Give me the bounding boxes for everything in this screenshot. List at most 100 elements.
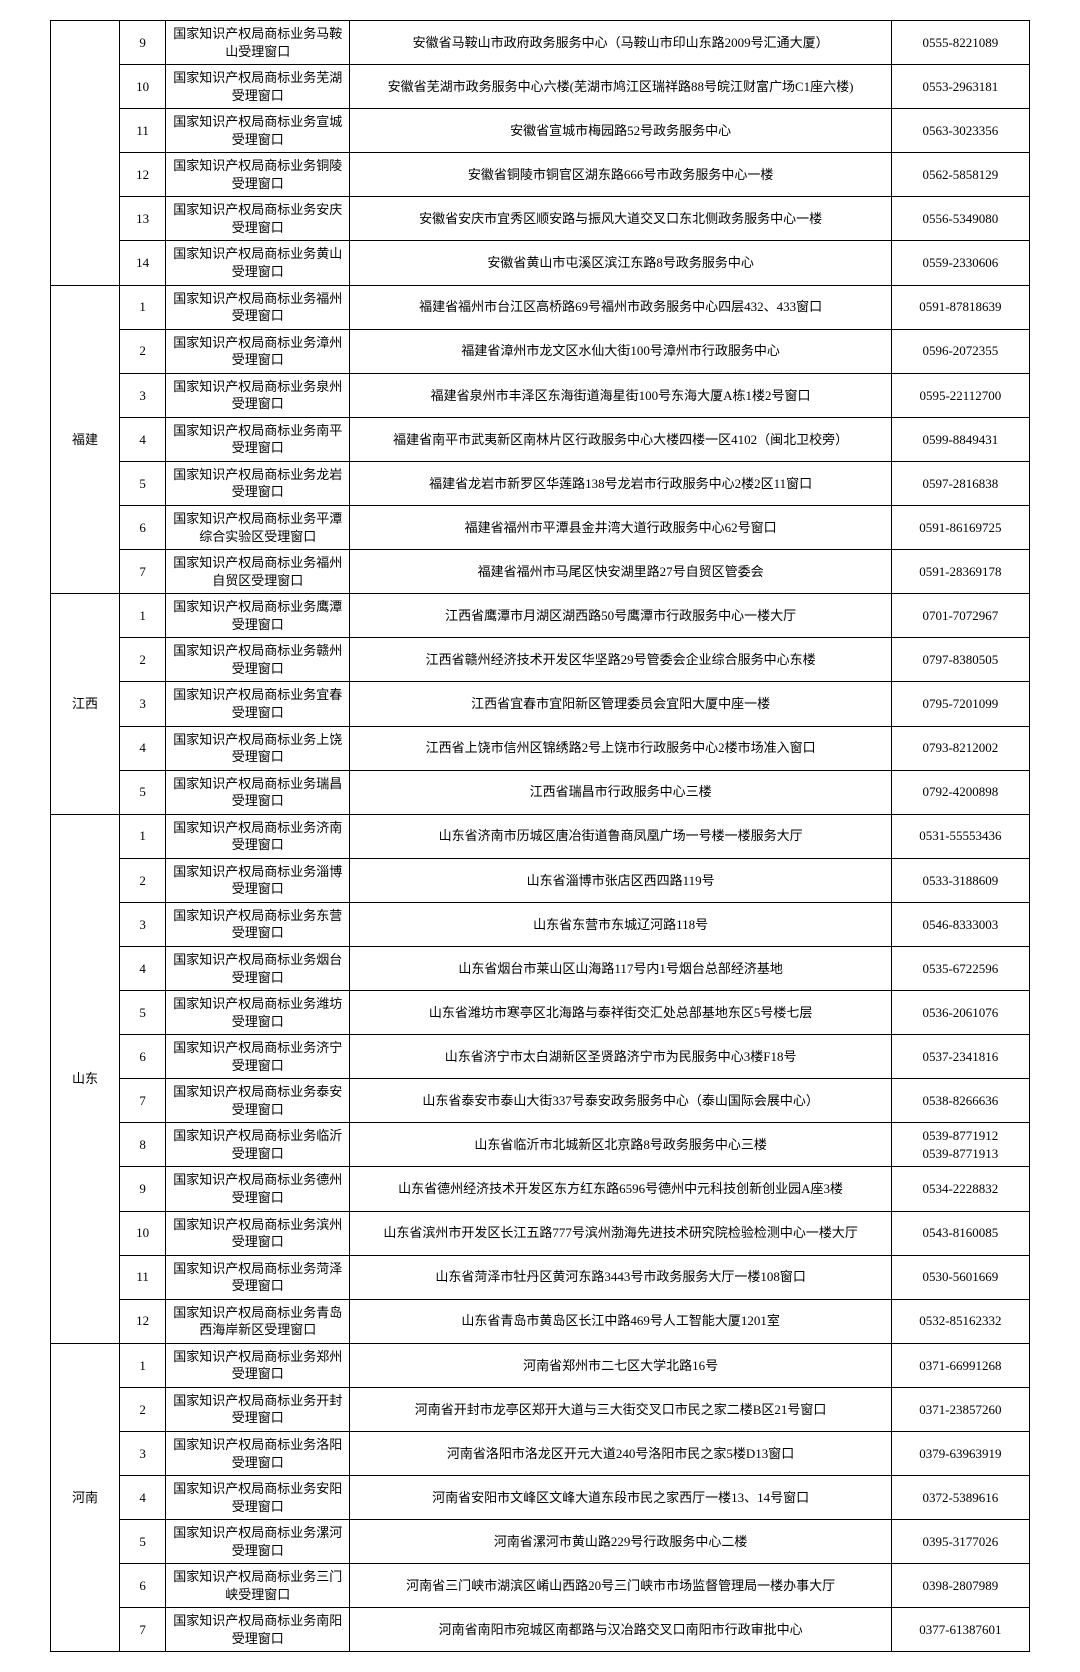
address-cell: 安徽省黄山市屯溪区滨江东路8号政务服务中心: [350, 241, 891, 285]
index-cell: 7: [120, 1608, 166, 1652]
address-cell: 河南省漯河市黄山路229号行政服务中心二楼: [350, 1520, 891, 1564]
phone-cell: 0398-2807989: [891, 1564, 1029, 1608]
address-cell: 山东省滨州市开发区长江五路777号滨州渤海先进技术研究院检验检测中心一楼大厅: [350, 1211, 891, 1255]
table-row: 5国家知识产权局商标业务瑞昌受理窗口江西省瑞昌市行政服务中心三楼0792-420…: [51, 770, 1030, 814]
window-name-cell: 国家知识产权局商标业务瑞昌受理窗口: [166, 770, 350, 814]
address-cell: 江西省宜春市宜阳新区管理委员会宜阳大厦中座一楼: [350, 682, 891, 726]
table-row: 9国家知识产权局商标业务马鞍山受理窗口安徽省马鞍山市政府政务服务中心（马鞍山市印…: [51, 21, 1030, 65]
address-cell: 福建省龙岩市新罗区华莲路138号龙岩市行政服务中心2楼2区11窗口: [350, 461, 891, 505]
window-name-cell: 国家知识产权局商标业务济宁受理窗口: [166, 1035, 350, 1079]
window-name-cell: 国家知识产权局商标业务德州受理窗口: [166, 1167, 350, 1211]
service-windows-table: 9国家知识产权局商标业务马鞍山受理窗口安徽省马鞍山市政府政务服务中心（马鞍山市印…: [50, 20, 1030, 1652]
window-name-cell: 国家知识产权局商标业务龙岩受理窗口: [166, 461, 350, 505]
table-row: 5国家知识产权局商标业务漯河受理窗口河南省漯河市黄山路229号行政服务中心二楼0…: [51, 1520, 1030, 1564]
table-row: 12国家知识产权局商标业务铜陵受理窗口安徽省铜陵市铜官区湖东路666号市政务服务…: [51, 153, 1030, 197]
phone-cell: 0596-2072355: [891, 329, 1029, 373]
table-row: 2国家知识产权局商标业务赣州受理窗口江西省赣州经济技术开发区华坚路29号管委会企…: [51, 638, 1030, 682]
table-row: 6国家知识产权局商标业务平潭综合实验区受理窗口福建省福州市平潭县金井湾大道行政服…: [51, 506, 1030, 550]
phone-cell: 0395-3177026: [891, 1520, 1029, 1564]
index-cell: 5: [120, 991, 166, 1035]
table-row: 4国家知识产权局商标业务上饶受理窗口江西省上饶市信州区锦绣路2号上饶市行政服务中…: [51, 726, 1030, 770]
index-cell: 13: [120, 197, 166, 241]
table-row: 12国家知识产权局商标业务青岛西海岸新区受理窗口山东省青岛市黄岛区长江中路469…: [51, 1299, 1030, 1343]
window-name-cell: 国家知识产权局商标业务宣城受理窗口: [166, 109, 350, 153]
phone-cell: 0595-22112700: [891, 373, 1029, 417]
table-row: 7国家知识产权局商标业务泰安受理窗口山东省泰安市泰山大街337号泰安政务服务中心…: [51, 1079, 1030, 1123]
phone-cell: 0371-23857260: [891, 1387, 1029, 1431]
table-row: 3国家知识产权局商标业务泉州受理窗口福建省泉州市丰泽区东海街道海星街100号东海…: [51, 373, 1030, 417]
phone-cell: 0372-5389616: [891, 1476, 1029, 1520]
phone-cell: 0536-2061076: [891, 991, 1029, 1035]
phone-cell: 0797-8380505: [891, 638, 1029, 682]
table-row: 河南1国家知识产权局商标业务郑州受理窗口河南省郑州市二七区大学北路16号0371…: [51, 1343, 1030, 1387]
address-cell: 山东省德州经济技术开发区东方红东路6596号德州中元科技创新创业园A座3楼: [350, 1167, 891, 1211]
table-row: 14国家知识产权局商标业务黄山受理窗口安徽省黄山市屯溪区滨江东路8号政务服务中心…: [51, 241, 1030, 285]
address-cell: 山东省青岛市黄岛区长江中路469号人工智能大厦1201室: [350, 1299, 891, 1343]
index-cell: 14: [120, 241, 166, 285]
window-name-cell: 国家知识产权局商标业务南平受理窗口: [166, 417, 350, 461]
address-cell: 安徽省芜湖市政务服务中心六楼(芜湖市鸠江区瑞祥路88号皖江财富广场C1座六楼): [350, 65, 891, 109]
address-cell: 河南省洛阳市洛龙区开元大道240号洛阳市民之家5楼D13窗口: [350, 1432, 891, 1476]
window-name-cell: 国家知识产权局商标业务泉州受理窗口: [166, 373, 350, 417]
phone-cell: 0535-6722596: [891, 946, 1029, 990]
window-name-cell: 国家知识产权局商标业务漯河受理窗口: [166, 1520, 350, 1564]
phone-cell: 0563-3023356: [891, 109, 1029, 153]
table-row: 2国家知识产权局商标业务开封受理窗口河南省开封市龙亭区郑开大道与三大街交叉口市民…: [51, 1387, 1030, 1431]
index-cell: 1: [120, 285, 166, 329]
window-name-cell: 国家知识产权局商标业务漳州受理窗口: [166, 329, 350, 373]
index-cell: 4: [120, 726, 166, 770]
phone-cell: 0553-2963181: [891, 65, 1029, 109]
phone-cell: 0533-3188609: [891, 858, 1029, 902]
index-cell: 3: [120, 1432, 166, 1476]
index-cell: 8: [120, 1123, 166, 1167]
phone-cell: 0532-85162332: [891, 1299, 1029, 1343]
address-cell: 河南省三门峡市湖滨区崤山西路20号三门峡市市场监督管理局一楼办事大厅: [350, 1564, 891, 1608]
window-name-cell: 国家知识产权局商标业务安阳受理窗口: [166, 1476, 350, 1520]
address-cell: 福建省泉州市丰泽区东海街道海星街100号东海大厦A栋1楼2号窗口: [350, 373, 891, 417]
table-row: 3国家知识产权局商标业务洛阳受理窗口河南省洛阳市洛龙区开元大道240号洛阳市民之…: [51, 1432, 1030, 1476]
index-cell: 2: [120, 1387, 166, 1431]
index-cell: 3: [120, 902, 166, 946]
address-cell: 山东省潍坊市寒亭区北海路与泰祥街交汇处总部基地东区5号楼七层: [350, 991, 891, 1035]
province-cell: 山东: [51, 814, 120, 1343]
phone-cell: 0559-2330606: [891, 241, 1029, 285]
address-cell: 福建省福州市台江区高桥路69号福州市政务服务中心四层432、433窗口: [350, 285, 891, 329]
address-cell: 安徽省马鞍山市政府政务服务中心（马鞍山市印山东路2009号汇通大厦）: [350, 21, 891, 65]
index-cell: 1: [120, 594, 166, 638]
address-cell: 江西省赣州经济技术开发区华坚路29号管委会企业综合服务中心东楼: [350, 638, 891, 682]
index-cell: 2: [120, 638, 166, 682]
phone-cell: 0538-8266636: [891, 1079, 1029, 1123]
table-row: 5国家知识产权局商标业务潍坊受理窗口山东省潍坊市寒亭区北海路与泰祥街交汇处总部基…: [51, 991, 1030, 1035]
index-cell: 5: [120, 770, 166, 814]
index-cell: 11: [120, 1255, 166, 1299]
table-row: 7国家知识产权局商标业务福州自贸区受理窗口福建省福州市马尾区快安湖里路27号自贸…: [51, 550, 1030, 594]
table-row: 13国家知识产权局商标业务安庆受理窗口安徽省安庆市宜秀区顺安路与振风大道交叉口东…: [51, 197, 1030, 241]
address-cell: 福建省漳州市龙文区水仙大街100号漳州市行政服务中心: [350, 329, 891, 373]
address-cell: 安徽省安庆市宜秀区顺安路与振风大道交叉口东北侧政务服务中心一楼: [350, 197, 891, 241]
table-row: 4国家知识产权局商标业务南平受理窗口福建省南平市武夷新区南林片区行政服务中心大楼…: [51, 417, 1030, 461]
phone-cell: 0795-7201099: [891, 682, 1029, 726]
table-row: 江西1国家知识产权局商标业务鹰潭受理窗口江西省鹰潭市月湖区湖西路50号鹰潭市行政…: [51, 594, 1030, 638]
index-cell: 5: [120, 1520, 166, 1564]
phone-cell: 0543-8160085: [891, 1211, 1029, 1255]
table-row: 山东1国家知识产权局商标业务济南受理窗口山东省济南市历城区唐冶街道鲁商凤凰广场一…: [51, 814, 1030, 858]
phone-cell: 0591-86169725: [891, 506, 1029, 550]
index-cell: 7: [120, 1079, 166, 1123]
index-cell: 6: [120, 1564, 166, 1608]
window-name-cell: 国家知识产权局商标业务东营受理窗口: [166, 902, 350, 946]
phone-cell: 0377-61387601: [891, 1608, 1029, 1652]
window-name-cell: 国家知识产权局商标业务黄山受理窗口: [166, 241, 350, 285]
phone-cell: 0379-63963919: [891, 1432, 1029, 1476]
index-cell: 6: [120, 1035, 166, 1079]
address-cell: 山东省烟台市莱山区山海路117号内1号烟台总部经济基地: [350, 946, 891, 990]
phone-cell: 0701-7072967: [891, 594, 1029, 638]
window-name-cell: 国家知识产权局商标业务福州受理窗口: [166, 285, 350, 329]
phone-cell: 0546-8333003: [891, 902, 1029, 946]
window-name-cell: 国家知识产权局商标业务开封受理窗口: [166, 1387, 350, 1431]
index-cell: 12: [120, 1299, 166, 1343]
index-cell: 6: [120, 506, 166, 550]
window-name-cell: 国家知识产权局商标业务青岛西海岸新区受理窗口: [166, 1299, 350, 1343]
address-cell: 山东省泰安市泰山大街337号泰安政务服务中心（泰山国际会展中心）: [350, 1079, 891, 1123]
table-row: 10国家知识产权局商标业务芜湖受理窗口安徽省芜湖市政务服务中心六楼(芜湖市鸠江区…: [51, 65, 1030, 109]
index-cell: 11: [120, 109, 166, 153]
